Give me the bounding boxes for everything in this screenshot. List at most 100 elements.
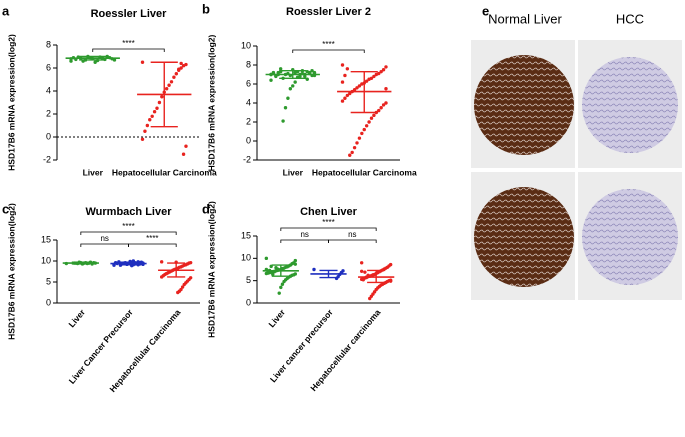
panel-letter: b	[202, 1, 210, 16]
data-point	[145, 123, 150, 128]
data-point	[281, 119, 285, 123]
x-tick-label: Hepatocellular Carcinoma	[312, 167, 417, 177]
data-point	[388, 279, 393, 283]
y-tick-label: 6	[46, 62, 51, 72]
y-tick-label: 6	[246, 78, 251, 88]
data-point	[305, 77, 309, 81]
data-point	[362, 127, 366, 132]
data-point	[291, 84, 295, 88]
data-point	[176, 290, 180, 295]
significance-label: ns	[100, 234, 108, 243]
data-point	[169, 80, 174, 84]
y-tick-label: 2	[246, 116, 251, 126]
data-point	[367, 77, 371, 81]
data-point	[348, 91, 352, 96]
significance-bracket	[92, 48, 165, 52]
data-point	[364, 79, 369, 83]
data-point	[286, 96, 290, 100]
data-point	[348, 153, 352, 157]
significance-bracket	[128, 243, 177, 247]
tissue-core	[582, 189, 678, 285]
data-point	[364, 124, 369, 128]
data-point	[148, 118, 152, 122]
panel-letter: a	[2, 3, 10, 18]
x-tick-label: Liver	[66, 307, 87, 330]
data-point	[355, 141, 359, 145]
data-point	[274, 266, 278, 270]
y-tick-label: 0	[46, 297, 51, 307]
y-axis-label: HSD17B6 mRNA expression(log2)	[206, 201, 216, 338]
x-tick-label: Liver	[266, 307, 287, 330]
significance-label: ****	[322, 218, 334, 227]
data-point	[184, 144, 188, 148]
y-tick-label: 10	[241, 40, 251, 50]
chart-title: Wurmbach Liver	[86, 206, 173, 218]
data-point	[340, 63, 345, 67]
y-tick-label: 0	[246, 135, 251, 145]
significance-bracket	[292, 49, 365, 53]
data-point	[360, 82, 364, 86]
data-point	[157, 100, 162, 105]
tissue-core	[474, 55, 574, 155]
data-point	[372, 74, 376, 79]
ihc-panel: e Normal Liver HCC	[471, 3, 682, 300]
significance-bracket	[80, 231, 177, 235]
data-point	[271, 272, 275, 277]
data-point	[361, 278, 365, 282]
data-point	[369, 116, 374, 120]
data-point	[363, 270, 367, 274]
significance-label: ****	[146, 234, 158, 243]
significance-label: ****	[122, 39, 134, 48]
chart-panel: a Roessler Liver HSD17B6 mRNA expression(l…	[2, 3, 217, 177]
y-tick-label: 5	[46, 276, 51, 286]
data-point	[312, 267, 316, 272]
data-point	[377, 108, 381, 113]
data-point	[359, 269, 364, 273]
data-point	[384, 87, 388, 91]
data-point	[160, 95, 164, 99]
x-tick-label: Liver	[283, 167, 304, 177]
data-point	[340, 99, 345, 103]
data-point	[352, 88, 357, 92]
y-tick-label: 5	[246, 275, 251, 285]
y-tick-label: 4	[46, 85, 51, 95]
data-point	[277, 291, 281, 295]
data-point	[180, 285, 185, 289]
data-point	[164, 87, 169, 91]
data-point	[150, 114, 154, 119]
significance-label: ns	[348, 230, 356, 239]
data-point	[155, 106, 159, 110]
data-point	[384, 101, 388, 105]
chart-title: Chen Liver	[300, 206, 358, 218]
y-tick-label: 10	[241, 253, 251, 263]
x-tick-label: Hepatocellular Carcinoma	[112, 167, 217, 177]
y-tick-label: 0	[246, 297, 251, 307]
data-point	[307, 70, 312, 75]
data-point	[355, 86, 359, 90]
data-point	[280, 282, 285, 286]
data-point	[357, 136, 362, 140]
data-point	[167, 83, 171, 87]
panel-letter: d	[202, 201, 210, 216]
data-point	[343, 96, 347, 100]
chart-panel: b Roessler Liver 2 HSD17B6 mRNA expression…	[202, 1, 417, 177]
data-point	[140, 137, 145, 141]
data-point	[374, 72, 379, 77]
data-point	[93, 60, 97, 64]
significance-bracket	[280, 227, 377, 231]
data-point	[282, 279, 286, 284]
data-point	[177, 68, 181, 73]
data-point	[367, 120, 371, 124]
data-point	[340, 80, 345, 84]
data-point	[105, 54, 109, 59]
data-point	[179, 61, 183, 66]
data-point	[368, 296, 372, 301]
data-point	[379, 69, 383, 74]
y-tick-label: 4	[246, 97, 251, 107]
data-point	[182, 282, 186, 287]
significance-bracket	[280, 239, 329, 243]
significance-label: ns	[300, 230, 308, 239]
y-tick-label: 0	[46, 131, 51, 141]
column-title: HCC	[616, 11, 644, 26]
data-point	[310, 69, 314, 73]
